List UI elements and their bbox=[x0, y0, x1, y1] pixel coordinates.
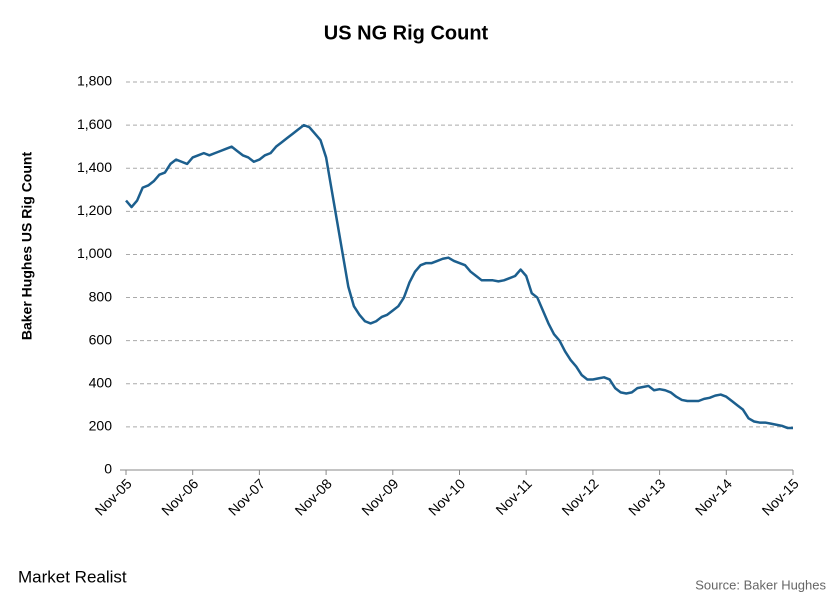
y-axis-label: Baker Hughes US Rig Count bbox=[19, 152, 35, 341]
y-tick-label: 1,600 bbox=[77, 116, 112, 132]
x-tick-label: Nov-08 bbox=[292, 475, 335, 518]
x-tick-label: Nov-14 bbox=[692, 475, 735, 518]
data-line bbox=[125, 123, 793, 430]
x-tick-label: Nov-11 bbox=[492, 475, 535, 518]
y-tick-label: 1,400 bbox=[77, 159, 112, 175]
y-tick-label: 600 bbox=[89, 331, 113, 347]
x-tick-label: Nov-06 bbox=[158, 475, 201, 518]
x-tick-label: Nov-05 bbox=[92, 475, 135, 518]
y-tick-label: 1,200 bbox=[77, 202, 112, 218]
y-tick-label: 400 bbox=[89, 374, 113, 390]
y-tick-label: 800 bbox=[89, 288, 113, 304]
x-tick-label: Nov-10 bbox=[425, 475, 468, 518]
y-tick-label: 0 bbox=[104, 461, 112, 477]
x-tick-label: Nov-07 bbox=[225, 475, 268, 518]
x-tick-label: Nov-13 bbox=[625, 475, 668, 518]
x-tick-label: Nov-12 bbox=[558, 475, 601, 518]
x-tick-label: Nov-15 bbox=[759, 475, 802, 518]
y-tick-label: 200 bbox=[89, 418, 113, 434]
source: Source: Baker Hughes bbox=[695, 577, 826, 592]
brand: Market Realist bbox=[18, 567, 127, 586]
chart-title: US NG Rig Count bbox=[324, 22, 489, 44]
y-tick-label: 1,000 bbox=[77, 245, 112, 261]
y-tick-label: 1,800 bbox=[77, 73, 112, 89]
x-tick-label: Nov-09 bbox=[358, 475, 401, 518]
